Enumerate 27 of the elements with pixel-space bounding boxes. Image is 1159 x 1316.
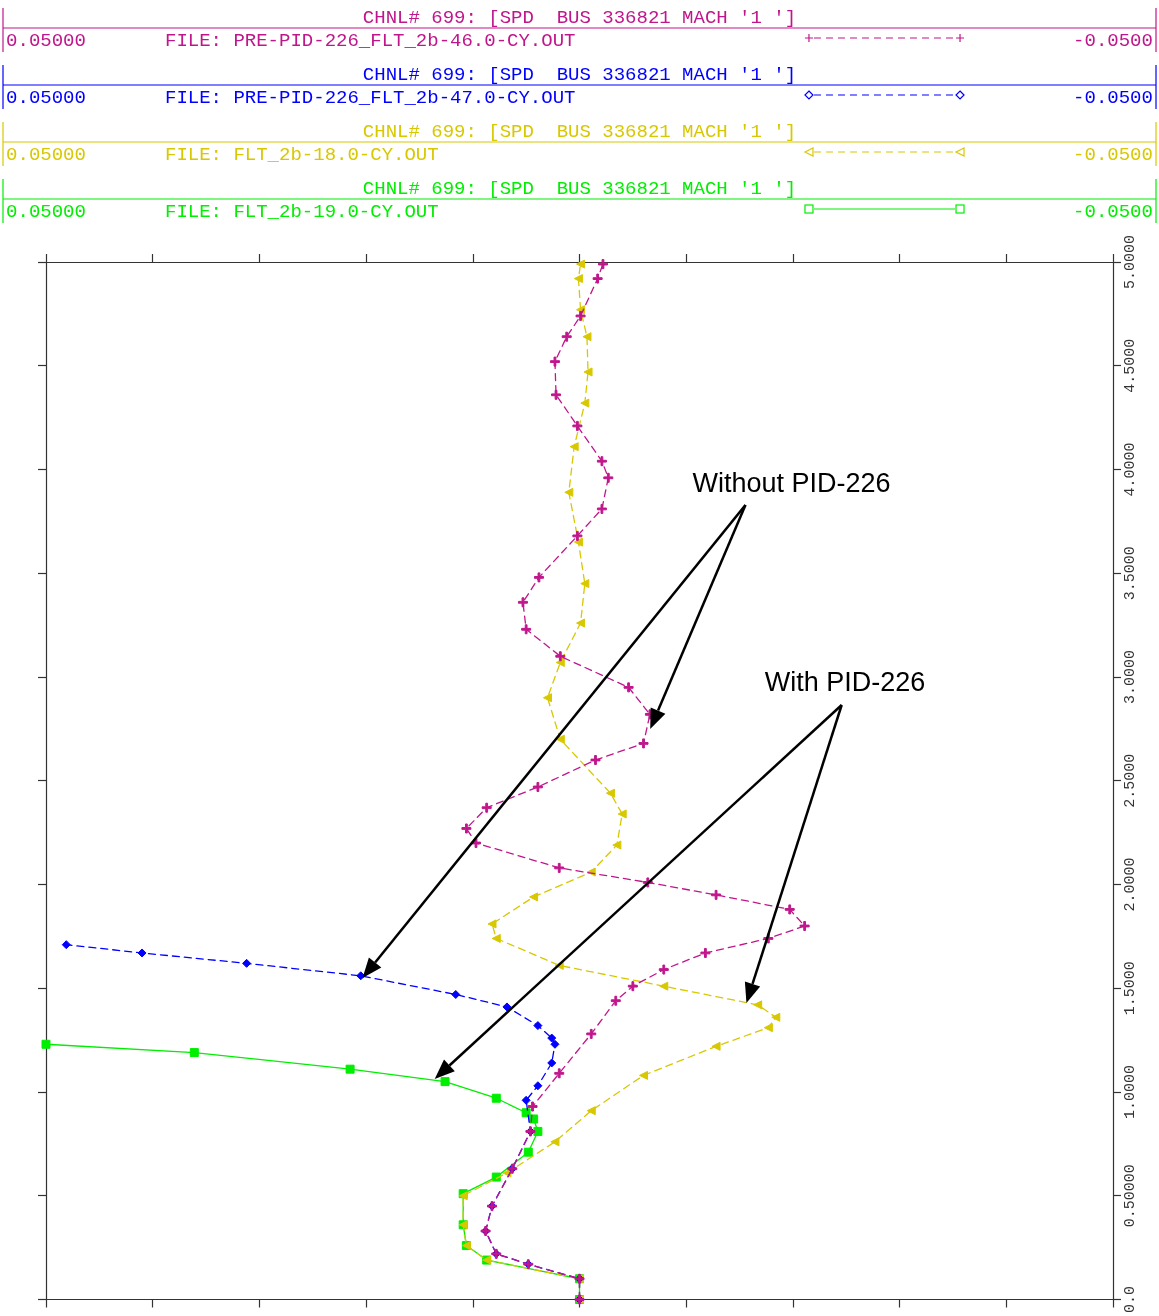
text: -0.0500 bbox=[1073, 30, 1153, 52]
text: CHNL# 699: [SPD BUS 336821 MACH '1 '] bbox=[362, 7, 797, 29]
y-tick-label: 1.0000 bbox=[1122, 1064, 1139, 1120]
text: FILE: FLT_2b-18.0-CY.OUT bbox=[165, 144, 439, 166]
y-tick-label: 4.0000 bbox=[1122, 442, 1139, 497]
y-tick-label: 2.0000 bbox=[1122, 857, 1139, 912]
y-tick-label: 5.0000 bbox=[1122, 234, 1139, 290]
y-tick-label: 3.5000 bbox=[1122, 546, 1139, 601]
legend-title: CHNL# 699: [SPD BUS 336821 MACH '1 '] bbox=[362, 178, 797, 200]
text: CHNL# 699: [SPD BUS 336821 MACH '1 '] bbox=[362, 121, 797, 143]
y-tick-label: 0.50000 bbox=[1122, 1164, 1139, 1228]
text: FILE: PRE-PID-226_FLT_2b-47.0-CY.OUT bbox=[165, 87, 576, 109]
annotation: Without PID-226 bbox=[692, 468, 891, 498]
y-tick-label: 1.5000 bbox=[1122, 961, 1139, 1016]
annotation: With PID-226 bbox=[764, 667, 926, 697]
text: 0.05000 bbox=[6, 201, 86, 223]
text: 0.05000 bbox=[6, 30, 86, 52]
y-tick-label: 2.5000 bbox=[1122, 753, 1139, 808]
y-tick-label: 0.0 bbox=[1122, 1285, 1139, 1314]
text: FILE: FLT_2b-19.0-CY.OUT bbox=[165, 201, 439, 223]
text: CHNL# 699: [SPD BUS 336821 MACH '1 '] bbox=[362, 64, 797, 86]
y-tick-label: 3.0000 bbox=[1122, 649, 1139, 705]
y-tick-label: 4.5000 bbox=[1122, 338, 1139, 393]
text: FILE: PRE-PID-226_FLT_2b-46.0-CY.OUT bbox=[165, 30, 576, 52]
text: 0.05000 bbox=[6, 87, 86, 109]
text: -0.0500 bbox=[1073, 87, 1153, 109]
text: -0.0500 bbox=[1073, 201, 1153, 223]
